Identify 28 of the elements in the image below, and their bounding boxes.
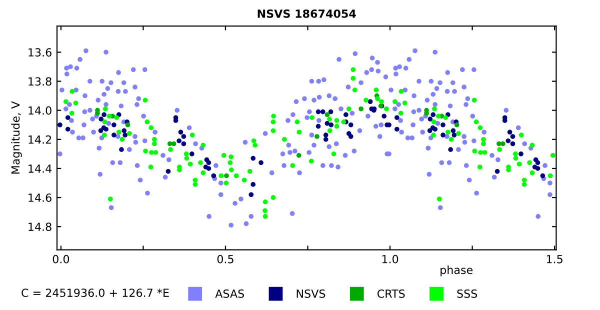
x-tick-label: 1.0 bbox=[382, 254, 398, 264]
y-axis-title: Magnitude, V bbox=[11, 101, 22, 174]
x-tick-label: 0.5 bbox=[217, 254, 234, 264]
x-tick-label: 0.0 bbox=[52, 254, 70, 264]
y-tick-label: 14.8 bbox=[28, 222, 52, 231]
y-tick-label: 13.8 bbox=[28, 77, 52, 86]
legend-label: NSVS bbox=[296, 289, 326, 298]
point bbox=[224, 173, 229, 178]
y-tick-label: 14.6 bbox=[28, 194, 52, 202]
x-tick-label: 1.5 bbox=[546, 255, 562, 264]
point bbox=[454, 122, 460, 128]
point bbox=[314, 134, 320, 139]
chart-title: NSVS 18674054 bbox=[258, 9, 356, 18]
point bbox=[500, 141, 506, 146]
y-tick-label: 14.2 bbox=[28, 135, 52, 144]
legend-label: CRTS bbox=[377, 289, 405, 298]
y-tick-label: 14.0 bbox=[28, 106, 52, 115]
point bbox=[125, 122, 130, 128]
point bbox=[296, 152, 302, 158]
text: C = 2451936.0 + 126.7 *E bbox=[22, 288, 169, 297]
point bbox=[358, 106, 364, 112]
x-axis-title: phase bbox=[440, 266, 473, 276]
y-tick-label: 14.4 bbox=[28, 164, 52, 173]
point bbox=[171, 141, 176, 146]
legend-label: SSS bbox=[457, 289, 478, 298]
legend-label: ASAS bbox=[215, 289, 244, 298]
y-tick-label: 13.6 bbox=[28, 48, 52, 57]
point bbox=[324, 112, 330, 118]
